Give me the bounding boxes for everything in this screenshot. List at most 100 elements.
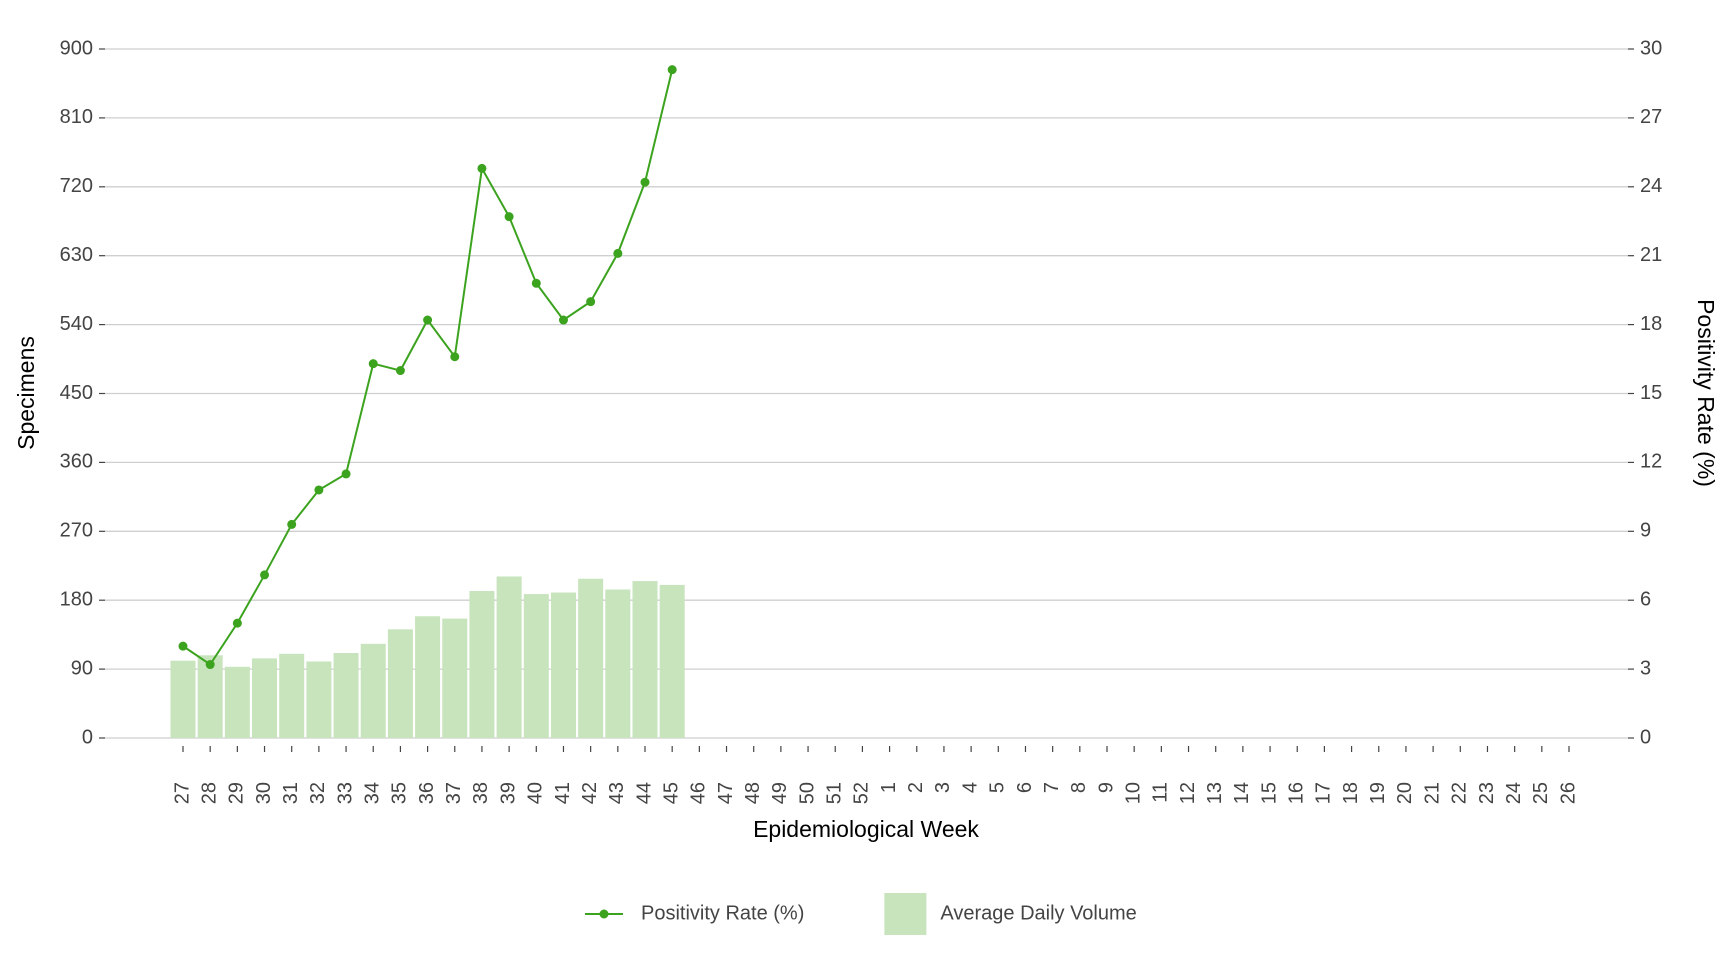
x-tick-label: 36 bbox=[416, 782, 438, 804]
x-tick-label: 31 bbox=[280, 782, 302, 804]
x-tick-label: 8 bbox=[1068, 782, 1090, 793]
line-point bbox=[287, 519, 297, 529]
x-tick-label: 39 bbox=[497, 782, 519, 804]
x-tick-label: 19 bbox=[1367, 782, 1389, 804]
y-tick-label: 900 bbox=[60, 37, 93, 59]
line-point bbox=[450, 352, 460, 362]
x-tick-label: 44 bbox=[633, 782, 655, 804]
y-axis-title: Specimens bbox=[13, 336, 39, 450]
legend-swatch bbox=[884, 893, 927, 935]
x-tick-label: 49 bbox=[769, 782, 791, 804]
line-point bbox=[667, 65, 677, 75]
y-tick-label: 810 bbox=[60, 106, 93, 128]
x-tick-label: 51 bbox=[824, 782, 846, 804]
x-tick-label: 41 bbox=[552, 782, 574, 804]
bar bbox=[550, 592, 576, 738]
line-point bbox=[205, 660, 215, 670]
line-point bbox=[368, 359, 378, 369]
y-tick-label: 720 bbox=[60, 175, 93, 197]
bar bbox=[279, 653, 305, 738]
x-tick-label: 7 bbox=[1041, 782, 1063, 793]
x-tick-label: 16 bbox=[1286, 782, 1308, 804]
bar bbox=[442, 618, 468, 738]
y-tick-label: 90 bbox=[71, 657, 93, 679]
bar bbox=[659, 584, 685, 738]
line-point bbox=[586, 297, 596, 307]
x-tick-label: 33 bbox=[334, 782, 356, 804]
x-tick-label: 34 bbox=[362, 782, 384, 804]
line-point bbox=[640, 177, 650, 187]
x-tick-label: 3 bbox=[932, 782, 954, 793]
y2-tick-label: 18 bbox=[1640, 313, 1662, 335]
bar bbox=[632, 581, 658, 738]
line-point bbox=[314, 485, 324, 495]
x-tick-label: 28 bbox=[198, 782, 220, 804]
bar bbox=[605, 589, 631, 738]
bar bbox=[360, 643, 386, 738]
x-tick-label: 26 bbox=[1557, 782, 1579, 804]
x-tick-label: 2 bbox=[905, 782, 927, 793]
x-tick-label: 4 bbox=[959, 782, 981, 793]
x-tick-label: 17 bbox=[1313, 782, 1335, 804]
y2-tick-label: 21 bbox=[1640, 244, 1662, 266]
x-tick-label: 48 bbox=[742, 782, 764, 804]
line-point bbox=[260, 570, 270, 580]
y2-tick-label: 0 bbox=[1640, 726, 1651, 748]
x-tick-label: 1 bbox=[878, 782, 900, 793]
bar bbox=[496, 576, 522, 738]
y2-tick-label: 3 bbox=[1640, 657, 1651, 679]
y2-tick-label: 15 bbox=[1640, 382, 1662, 404]
x-tick-label: 24 bbox=[1503, 782, 1525, 804]
x-tick-label: 50 bbox=[796, 782, 818, 804]
x-tick-label: 37 bbox=[443, 782, 465, 804]
y-tick-label: 180 bbox=[60, 588, 93, 610]
bar bbox=[387, 629, 413, 738]
x-tick-label: 32 bbox=[307, 782, 329, 804]
x-tick-label: 18 bbox=[1340, 782, 1362, 804]
x-tick-label: 38 bbox=[470, 782, 492, 804]
x-tick-label: 10 bbox=[1122, 782, 1144, 804]
x-tick-label: 23 bbox=[1476, 782, 1498, 804]
x-tick-label: 29 bbox=[226, 782, 248, 804]
bar bbox=[333, 653, 359, 738]
x-tick-label: 14 bbox=[1231, 782, 1253, 804]
line-point bbox=[423, 315, 433, 325]
bar bbox=[306, 661, 332, 738]
x-tick-label: 21 bbox=[1421, 782, 1443, 804]
x-tick-label: 9 bbox=[1095, 782, 1117, 793]
x-tick-label: 13 bbox=[1204, 782, 1226, 804]
y2-tick-label: 30 bbox=[1640, 37, 1662, 59]
x-tick-label: 22 bbox=[1449, 782, 1471, 804]
x-tick-label: 35 bbox=[389, 782, 411, 804]
x-tick-label: 27 bbox=[171, 782, 193, 804]
x-tick-label: 46 bbox=[688, 782, 710, 804]
bar bbox=[170, 660, 196, 738]
y2-tick-label: 6 bbox=[1640, 588, 1651, 610]
bar bbox=[415, 616, 441, 738]
line-point bbox=[531, 278, 541, 288]
x-tick-label: 5 bbox=[987, 782, 1009, 793]
bar bbox=[578, 578, 604, 738]
legend-label: Positivity Rate (%) bbox=[641, 902, 804, 924]
y-tick-label: 0 bbox=[82, 726, 93, 748]
y2-tick-label: 12 bbox=[1640, 451, 1662, 473]
x-tick-label: 42 bbox=[579, 782, 601, 804]
legend-label: Average Daily Volume bbox=[940, 902, 1136, 924]
legend-marker bbox=[599, 909, 609, 919]
line-point bbox=[613, 248, 623, 258]
line-point bbox=[504, 212, 514, 222]
y-tick-label: 360 bbox=[60, 451, 93, 473]
bar bbox=[469, 591, 495, 738]
line-point bbox=[395, 366, 405, 376]
bar bbox=[252, 658, 278, 738]
x-tick-label: 15 bbox=[1258, 782, 1280, 804]
line-point bbox=[477, 163, 487, 173]
y-tick-label: 540 bbox=[60, 313, 93, 335]
y2-axis-title: Positivity Rate (%) bbox=[1693, 299, 1719, 487]
x-tick-label: 30 bbox=[253, 782, 275, 804]
y-tick-label: 270 bbox=[60, 520, 93, 542]
x-tick-label: 43 bbox=[606, 782, 628, 804]
x-tick-label: 20 bbox=[1394, 782, 1416, 804]
x-axis-title: Epidemiological Week bbox=[753, 816, 979, 842]
